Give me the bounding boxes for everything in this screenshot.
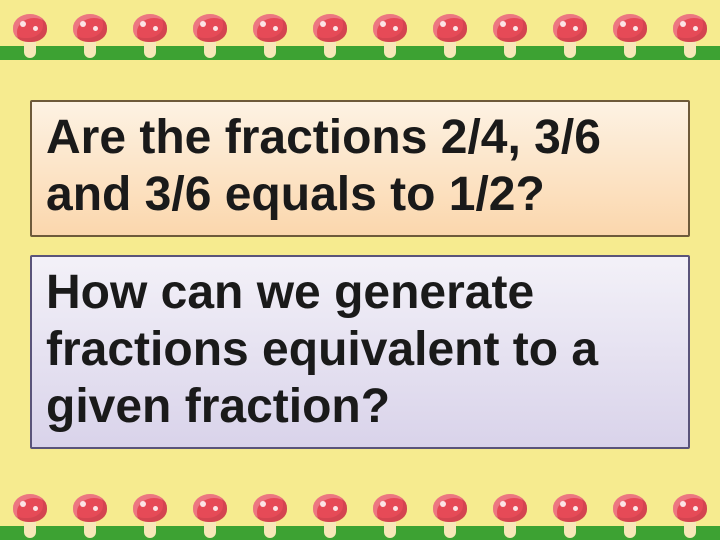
mushroom-icon	[250, 10, 290, 60]
mushroom-icon	[310, 490, 350, 540]
question-card-1: Are the fractions 2/4, 3/6 and 3/6 equal…	[30, 100, 690, 237]
question-card-2: How can we generate fractions equivalent…	[30, 255, 690, 449]
mushroom-icon	[250, 490, 290, 540]
slide: Are the fractions 2/4, 3/6 and 3/6 equal…	[0, 0, 720, 540]
mushroom-icon	[10, 490, 50, 540]
question-text-2: How can we generate fractions equivalent…	[46, 265, 674, 435]
mushroom-icon	[670, 490, 710, 540]
mushroom-icon	[130, 490, 170, 540]
mushroom-icon	[130, 10, 170, 60]
mushroom-icon	[490, 490, 530, 540]
mushroom-icon	[610, 10, 650, 60]
mushroom-icon	[310, 10, 350, 60]
mushroom-icon	[430, 490, 470, 540]
mushroom-icon	[490, 10, 530, 60]
content-area: Are the fractions 2/4, 3/6 and 3/6 equal…	[30, 100, 690, 467]
mushroom-icon	[670, 10, 710, 60]
mushroom-icon	[370, 10, 410, 60]
mushroom-icon	[190, 490, 230, 540]
mushroom-icon	[370, 490, 410, 540]
mushroom-icon	[550, 10, 590, 60]
mushroom-border-bottom	[0, 480, 720, 540]
mushroom-icon	[430, 10, 470, 60]
mushroom-icon	[70, 10, 110, 60]
mushroom-border-top	[0, 0, 720, 60]
mushroom-icon	[190, 10, 230, 60]
mushroom-icon	[10, 10, 50, 60]
mushroom-icon	[70, 490, 110, 540]
question-text-1: Are the fractions 2/4, 3/6 and 3/6 equal…	[46, 110, 674, 223]
mushroom-icon	[550, 490, 590, 540]
mushroom-icon	[610, 490, 650, 540]
